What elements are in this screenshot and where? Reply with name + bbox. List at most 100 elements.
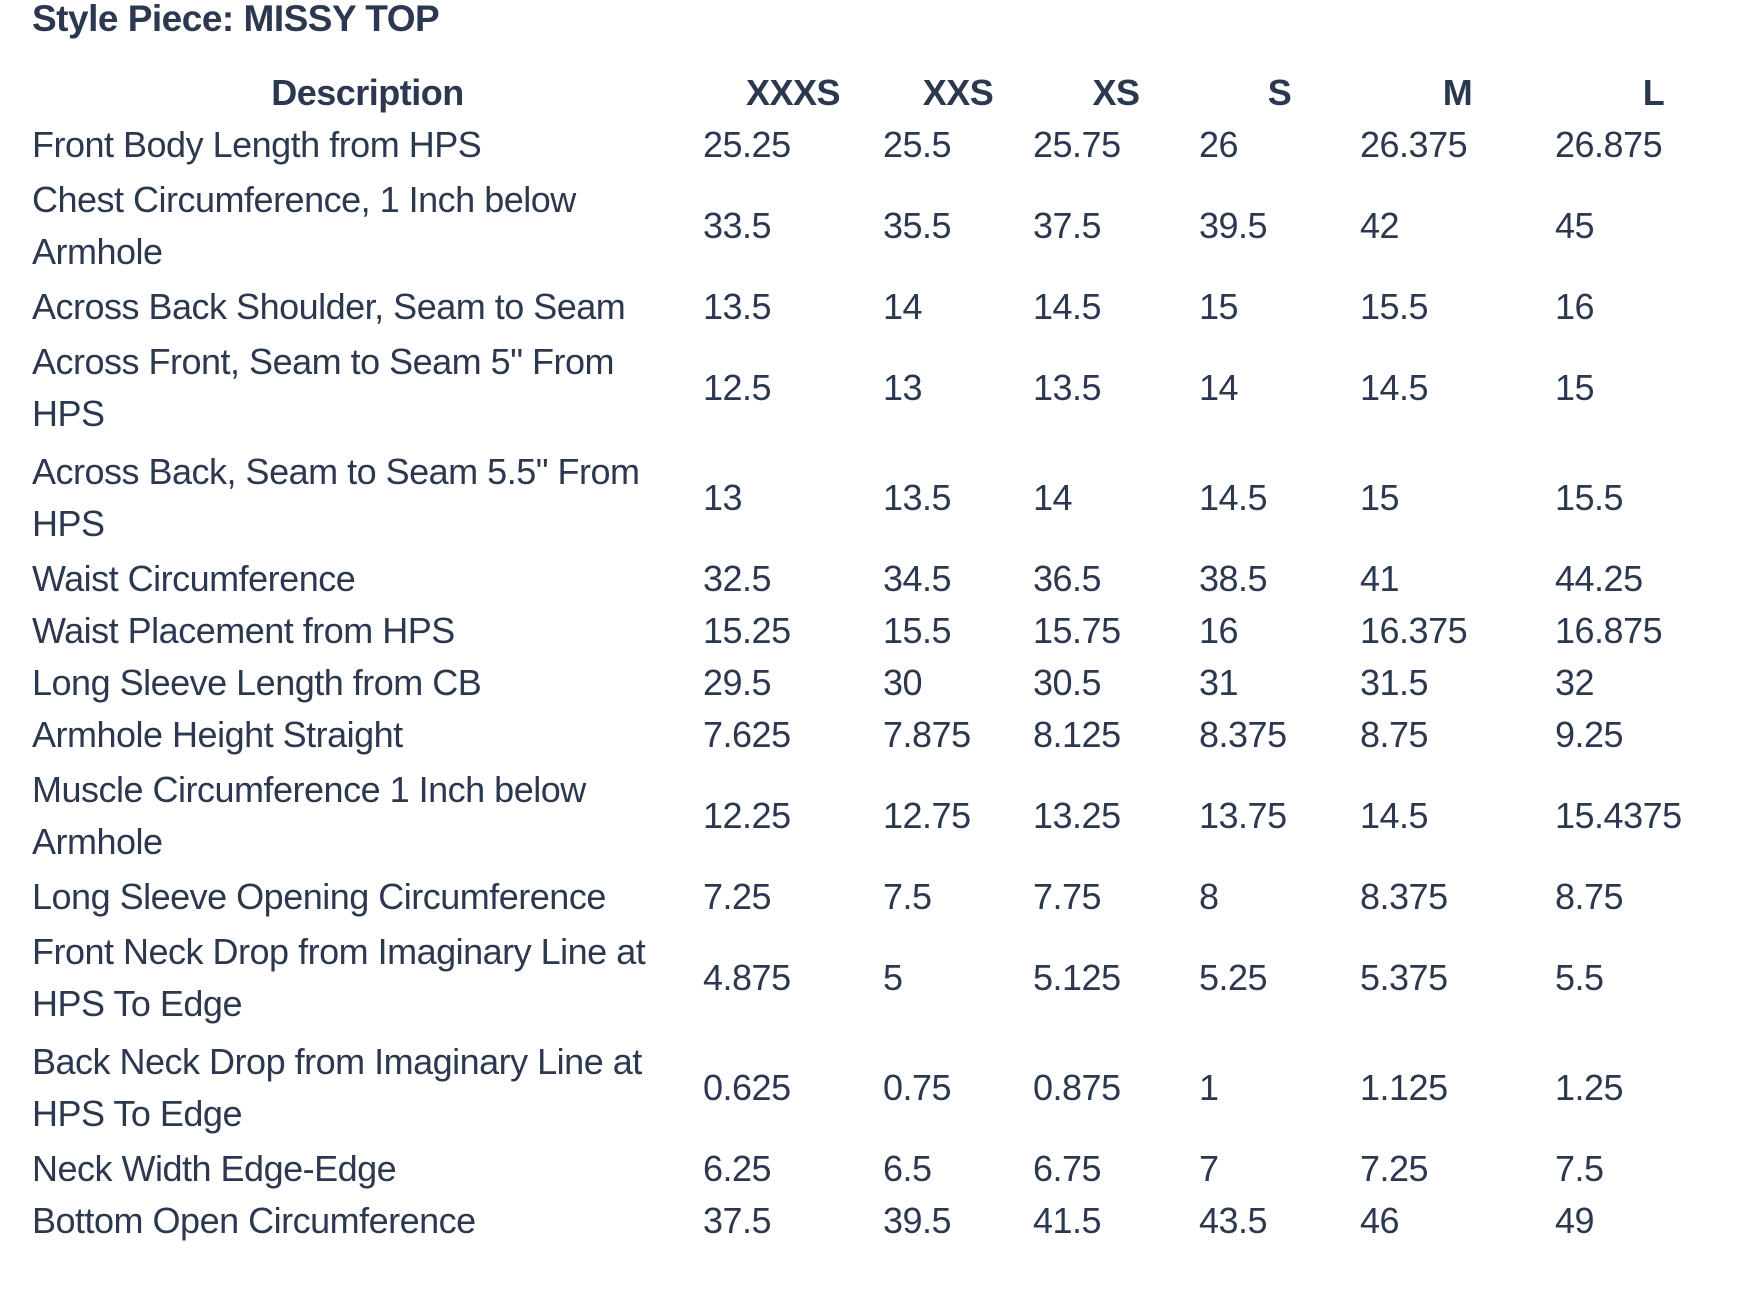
measurement-value: 12.75 [883,795,971,836]
measurement-value: 15 [1199,286,1239,327]
measurement-value: 44.25 [1555,558,1643,599]
column-header-xxxs: XXXS [745,72,841,113]
row-label-line: Front Body Length from HPS [32,124,482,165]
measurement-value: 8.75 [1360,714,1429,755]
measurement-value: 46 [1360,1200,1400,1241]
row-label-line: Armhole [32,821,163,862]
measurement-value: 0.875 [1033,1067,1121,1108]
measurement-value: 15.5 [1555,477,1624,518]
table-row: Across Back, Seam to Seam 5.5" From HPS 13… [32,443,1752,553]
row-label-line: Bottom Open Circumference [32,1200,476,1241]
row-label-line: Waist Placement from HPS [32,610,455,651]
table-row: Bottom Open Circumference 37.5 39.5 41.5 43.… [32,1195,1752,1247]
measurement-value: 15.4375 [1555,795,1682,836]
measurement-value: 7.25 [703,876,772,917]
column-header-s: S [1267,72,1292,113]
measurement-value: 37.5 [1033,205,1102,246]
measurement-value: 15.5 [1360,286,1429,327]
measurement-value: 8.125 [1033,714,1121,755]
measurement-value: 5.25 [1199,957,1268,998]
measurement-value: 29.5 [703,662,772,703]
measurement-value: 6.5 [883,1148,932,1189]
measurement-value: 30 [883,662,923,703]
measurement-value: 16 [1555,286,1595,327]
table-row: Chest Circumference, 1 Inch below Armhole… [32,171,1752,281]
measurement-value: 13.5 [1033,367,1102,408]
measurement-value: 34.5 [883,558,952,599]
column-header-xs: XS [1092,72,1140,113]
measurement-value: 7.25 [1360,1148,1429,1189]
measurement-value: 26.875 [1555,124,1663,165]
measurement-value: 32.5 [703,558,772,599]
row-label: Long Sleeve Length from CB [32,657,703,709]
measurement-value: 7.75 [1033,876,1102,917]
table-row: Front Neck Drop from Imaginary Line at HP… [32,923,1752,1033]
measurement-value: 7.625 [703,714,791,755]
measurement-value: 15 [1360,477,1400,518]
measurement-value: 7 [1199,1148,1219,1189]
measurement-value: 41.5 [1033,1200,1102,1241]
measurement-value: 13.5 [883,477,952,518]
measurement-value: 31 [1199,662,1239,703]
row-label: Across Back, Seam to Seam 5.5" From HPS [32,443,703,553]
row-label: Waist Circumference [32,553,703,605]
measurement-value: 8.75 [1555,876,1624,917]
row-label-line: Across Back, Seam to Seam 5.5" From [32,451,640,492]
measurement-value: 31.5 [1360,662,1429,703]
row-label: Long Sleeve Opening Circumference [32,871,703,923]
measurement-value: 13 [883,367,923,408]
measurement-value: 8.375 [1360,876,1448,917]
measurement-value: 5.125 [1033,957,1121,998]
measurement-value: 16.375 [1360,610,1468,651]
measurement-value: 39.5 [883,1200,952,1241]
measurement-value: 7.875 [883,714,971,755]
measurement-value: 1 [1199,1067,1219,1108]
measurement-value: 49 [1555,1200,1595,1241]
measurement-value: 14.5 [1199,477,1268,518]
measurement-value: 25.5 [883,124,952,165]
measurement-value: 8 [1199,876,1219,917]
measurement-value: 14.5 [1360,795,1429,836]
row-label-line: HPS [32,393,105,434]
measurement-value: 45 [1555,205,1595,246]
measurement-value: 5 [883,957,903,998]
column-header-m: M [1442,72,1473,113]
row-label-line: Long Sleeve Opening Circumference [32,876,606,917]
measurement-value: 5.5 [1555,957,1604,998]
measurement-value: 1.125 [1360,1067,1448,1108]
measurement-value: 16 [1199,610,1239,651]
measurement-value: 4.875 [703,957,791,998]
table-row: Long Sleeve Opening Circumference 7.25 7.5… [32,871,1752,923]
measurement-value: 43.5 [1199,1200,1268,1241]
measurement-value: 25.25 [703,124,791,165]
measurement-value: 14 [1199,367,1239,408]
measurement-value: 15 [1555,367,1595,408]
measurement-value: 13.75 [1199,795,1287,836]
measurement-value: 33.5 [703,205,772,246]
header-row: Description XXXS XXS XS S M L [32,67,1752,119]
table-row: Front Body Length from HPS 25.25 25.5 25.75… [32,119,1752,171]
measurement-value: 5.375 [1360,957,1448,998]
row-label-line: Waist Circumference [32,558,356,599]
table-row: Across Back Shoulder, Seam to Seam 13.5 14… [32,281,1752,333]
row-label: Back Neck Drop from Imaginary Line at HPS… [32,1033,703,1143]
row-label-line: Neck Width Edge-Edge [32,1148,397,1189]
measurement-value: 15.25 [703,610,791,651]
row-label-line: Chest Circumference, 1 Inch below [32,179,576,220]
measurement-value: 39.5 [1199,205,1268,246]
measurement-value: 37.5 [703,1200,772,1241]
measurement-value: 14 [1033,477,1073,518]
measurement-value: 42 [1360,205,1400,246]
measurement-value: 30.5 [1033,662,1102,703]
row-label-line: Muscle Circumference 1 Inch below [32,769,586,810]
measurement-value: 35.5 [883,205,952,246]
measurement-value: 32 [1555,662,1595,703]
row-label-line: HPS To Edge [32,983,242,1024]
row-label: Front Body Length from HPS [32,119,703,171]
table-body: Front Body Length from HPS 25.25 25.5 25.75… [32,119,1752,1247]
measurement-value: 14.5 [1033,286,1102,327]
row-label-line: Armhole [32,231,163,272]
table-row: Back Neck Drop from Imaginary Line at HPS… [32,1033,1752,1143]
table-row: Across Front, Seam to Seam 5" From HPS 12.… [32,333,1752,443]
table-header: Description XXXS XXS XS S M L [32,67,1752,119]
